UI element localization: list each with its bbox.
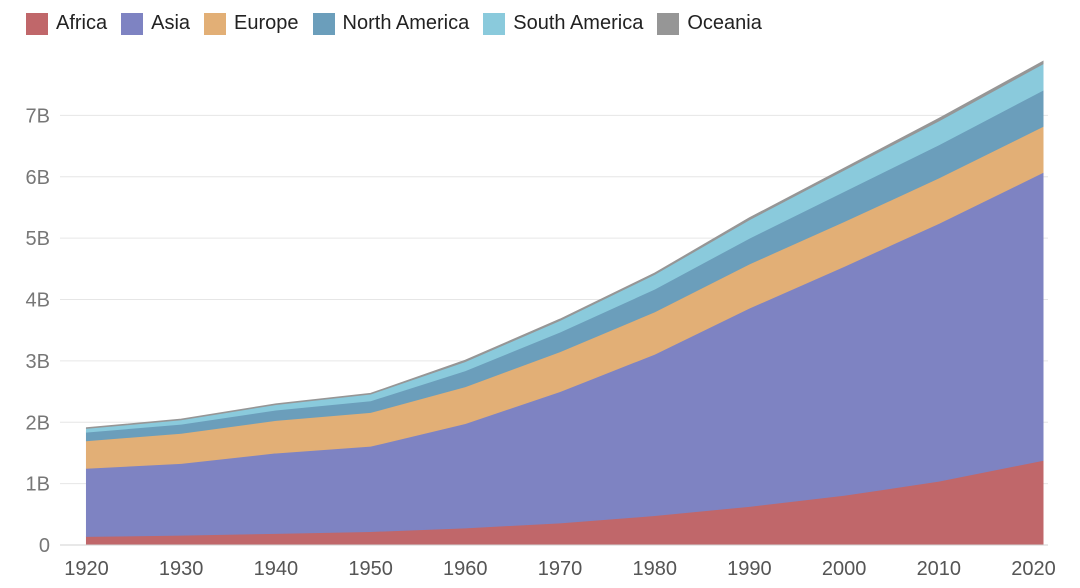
legend-swatch-south-america <box>483 12 506 35</box>
legend-label-europe: Europe <box>234 12 299 34</box>
x-tick-label: 1930 <box>159 558 204 580</box>
y-tick-label: 1B <box>26 474 50 496</box>
legend-swatch-asia <box>121 12 144 35</box>
legend-label-north-america: North America <box>342 12 470 34</box>
y-tick-label: 3B <box>26 351 50 373</box>
x-tick-label: 2010 <box>917 558 962 580</box>
y-tick-label: 4B <box>26 290 50 312</box>
legend-item-africa[interactable]: Africa <box>26 12 107 35</box>
x-tick-label: 1980 <box>632 558 677 580</box>
legend-label-south-america: South America <box>513 12 644 34</box>
legend-swatch-africa <box>26 12 48 35</box>
x-tick-label: 1950 <box>348 558 393 580</box>
x-tick-label: 1960 <box>443 558 488 580</box>
y-axis: 0 1B 2B 3B 4B 5B 6B 7B <box>26 105 50 557</box>
legend-item-north-america[interactable]: North America <box>312 12 470 35</box>
legend-label-oceania: Oceania <box>687 12 762 34</box>
legend: Africa Asia Europe North America South A… <box>26 12 776 35</box>
x-axis: 1920 1930 1940 1950 1960 1970 1980 1990 2000 2010… <box>60 544 1056 580</box>
legend-swatch-europe <box>204 12 227 35</box>
legend-label-africa: Africa <box>56 12 108 34</box>
x-tick-label: 1940 <box>254 558 299 580</box>
legend-swatch-north-america <box>312 12 335 35</box>
y-tick-label: 6B <box>26 167 50 189</box>
legend-item-oceania[interactable]: Oceania <box>657 12 762 35</box>
y-tick-label: 7B <box>26 105 50 127</box>
x-tick-label: 2000 <box>822 558 867 580</box>
x-tick-label: 1920 <box>64 558 109 580</box>
y-tick-label: 2B <box>26 412 50 434</box>
legend-item-south-america[interactable]: South America <box>483 12 643 35</box>
x-tick-label: 1970 <box>538 558 583 580</box>
legend-swatch-oceania <box>657 12 680 35</box>
legend-item-europe[interactable]: Europe <box>204 12 299 35</box>
x-tick-label: 2020 <box>1011 558 1056 580</box>
legend-label-asia: Asia <box>151 12 191 34</box>
area-oceania[interactable] <box>85 60 1044 429</box>
areas <box>85 60 1044 546</box>
x-tick-label: 1990 <box>727 558 772 580</box>
legend-item-asia[interactable]: Asia <box>121 12 190 35</box>
y-tick-label: 5B <box>26 228 50 250</box>
y-tick-label: 0 <box>39 535 50 557</box>
